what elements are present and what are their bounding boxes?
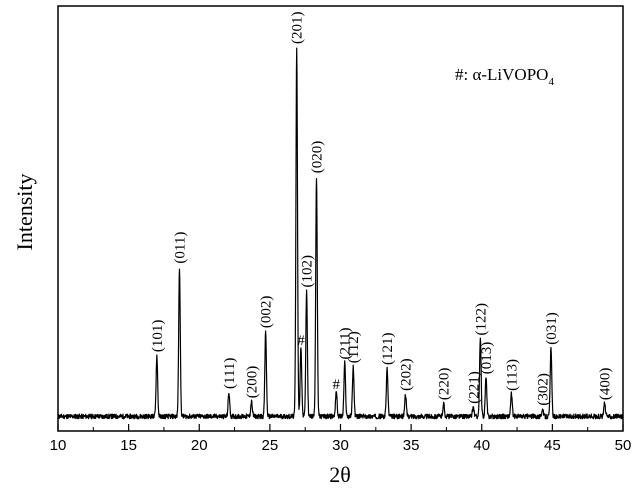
x-tick-label: 45	[544, 437, 561, 454]
peak-label: (400)	[598, 368, 614, 401]
legend: #: α-LiVOPO4	[455, 65, 554, 88]
x-axis-title: 2θ	[329, 462, 351, 487]
peak-label: (122)	[473, 303, 489, 336]
peak-label: (220)	[437, 368, 453, 401]
peak-label: (031)	[544, 312, 560, 345]
peak-label: (202)	[399, 358, 415, 391]
peak-label: (102)	[300, 255, 316, 288]
peak-label: (200)	[245, 366, 261, 399]
x-tick-label: 20	[191, 437, 208, 454]
peak-label: (020)	[310, 141, 326, 174]
x-tick-label: 15	[120, 437, 137, 454]
x-tick-label: 30	[332, 437, 349, 454]
diffraction-pattern-line	[57, 47, 624, 420]
x-tick-label: 25	[262, 437, 279, 454]
peak-label: (112)	[346, 331, 362, 363]
legend-main-text: #: α-LiVOPO	[455, 65, 548, 84]
x-tick-label: 40	[473, 437, 490, 454]
peak-label: (201)	[290, 12, 306, 45]
peak-label: (113)	[504, 359, 520, 391]
x-tick-label: 35	[403, 437, 420, 454]
peak-label: (221)	[466, 371, 482, 404]
peak-label: (013)	[479, 342, 495, 375]
peak-label: (211)	[338, 328, 354, 360]
x-tick-labels: 10 15 20 25 30 35 40 45 50	[50, 437, 632, 454]
x-tick-label: 50	[615, 437, 632, 454]
impurity-marker: #	[297, 333, 305, 349]
x-ticks	[57, 424, 624, 431]
peak-label: (302)	[536, 373, 552, 406]
y-axis-title: Intensity	[12, 174, 37, 251]
peak-label: (111)	[222, 358, 238, 389]
peak-label: (101)	[150, 320, 166, 353]
peak-label: (121)	[380, 333, 396, 366]
impurity-marker: #	[333, 377, 341, 393]
peak-label: (002)	[259, 296, 275, 329]
peak-labels: (101) (011) (111) (200) (002) (201) # (102) (020…	[150, 12, 614, 406]
x-tick-label: 10	[50, 437, 67, 454]
peak-label: (011)	[173, 232, 189, 264]
legend-subscript: 4	[548, 76, 554, 88]
